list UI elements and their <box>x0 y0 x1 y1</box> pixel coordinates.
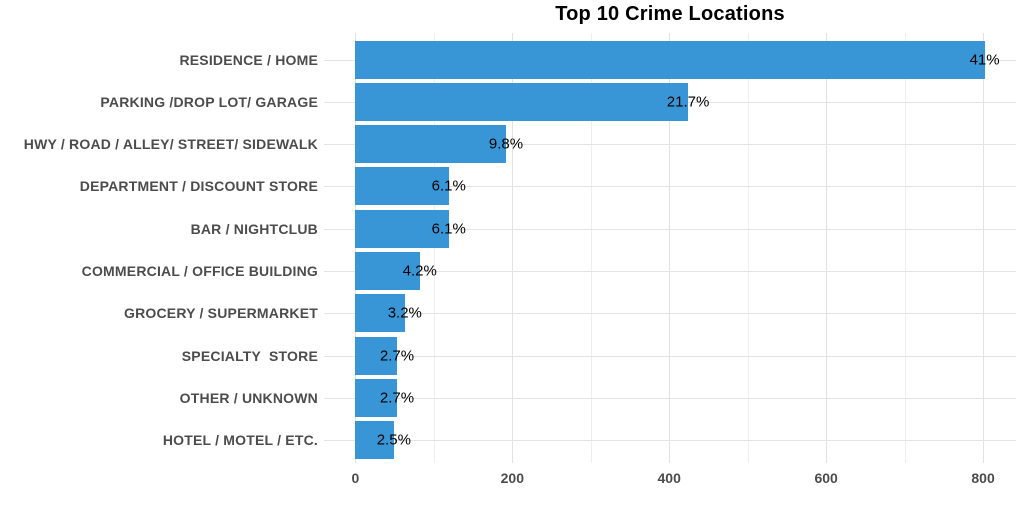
x-axis-tick-label: 400 <box>657 470 681 486</box>
gridline-x-minor <box>590 33 592 463</box>
gridline-x-minor <box>747 33 749 463</box>
gridline-y <box>324 186 1016 187</box>
bar <box>355 294 405 332</box>
x-axis-tick-label: 200 <box>500 470 524 486</box>
gridline-x-major <box>669 33 671 463</box>
y-axis-label: PARKING /DROP LOT/ GARAGE <box>100 93 318 110</box>
gridline-x-major <box>983 33 985 463</box>
bar-value-label: 41% <box>969 51 1000 68</box>
y-axis-label: RESIDENCE / HOME <box>179 51 318 68</box>
bar <box>355 41 985 79</box>
gridline-x-minor <box>433 33 435 463</box>
bar-value-label: 2.5% <box>376 431 411 449</box>
bar-value-label: 9.8% <box>488 135 524 153</box>
gridline-y <box>324 229 1016 230</box>
bar <box>355 210 449 248</box>
gridline-y <box>324 440 1016 441</box>
bar-value-label: 2.7% <box>379 389 415 407</box>
chart-title: Top 10 Crime Locations <box>555 3 785 25</box>
bar-value-label: 2.7% <box>379 347 415 365</box>
bar <box>355 83 689 121</box>
gridline-y <box>324 271 1016 272</box>
x-axis-tick-label: 600 <box>814 470 838 486</box>
y-axis-label: SPECIALTY STORE <box>181 347 318 364</box>
bar-value-label: 4.2% <box>402 262 437 280</box>
gridline-y <box>324 144 1016 145</box>
gridline-x-major <box>355 33 357 463</box>
gridline-x-major <box>826 33 828 463</box>
bar <box>355 167 449 205</box>
gridline-y <box>324 398 1016 399</box>
gridline-x-major <box>512 33 514 463</box>
y-axis-label: HOTEL / MOTEL / ETC. <box>162 432 318 449</box>
bar-value-label: 6.1% <box>431 220 466 238</box>
y-axis-label: OTHER / UNKNOWN <box>179 389 318 406</box>
y-axis-label: HWY / ROAD / ALLEY/ STREET/ SIDEWALK <box>23 136 318 153</box>
bar <box>355 379 397 417</box>
y-axis-label: BAR / NIGHTCLUB <box>190 220 318 237</box>
bar-value-label: 6.1% <box>431 177 466 195</box>
bar <box>355 421 394 459</box>
y-axis-label: DEPARTMENT / DISCOUNT STORE <box>79 178 318 195</box>
y-axis-label: GROCERY / SUPERMARKET <box>124 305 318 322</box>
bar-value-label: 3.2% <box>387 304 422 322</box>
bar <box>355 252 420 290</box>
y-axis-label: COMMERCIAL / OFFICE BUILDING <box>81 263 318 279</box>
gridline-y <box>324 313 1016 314</box>
bar <box>355 337 397 375</box>
x-axis-tick-label: 0 <box>351 470 360 486</box>
x-axis-tick-label: 800 <box>971 470 995 486</box>
bar <box>355 125 506 163</box>
bar-value-label: 21.7% <box>666 93 710 111</box>
gridline-x-minor <box>904 33 906 463</box>
gridline-y <box>324 356 1016 357</box>
